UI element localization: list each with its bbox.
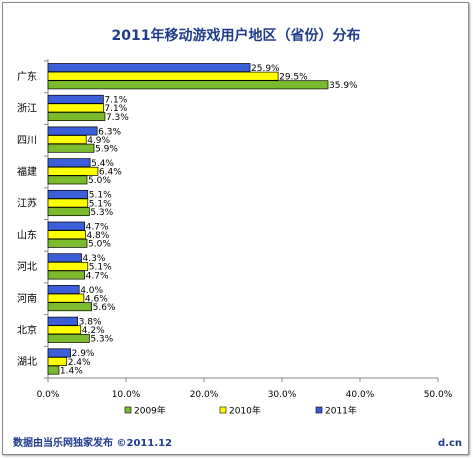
bar [47, 261, 89, 271]
legend: 2009年 2010年 2011年 [124, 405, 357, 417]
bar [47, 143, 95, 153]
legend-label: 2009年 [134, 405, 166, 417]
x-tick-label: 50.0% [424, 390, 453, 400]
data-label: 6.3% [98, 127, 121, 137]
category-label: 河北 [17, 261, 37, 273]
category-label: 四川 [17, 135, 37, 146]
bar [47, 175, 88, 185]
bar [47, 221, 86, 231]
data-label: 2.4% [68, 358, 91, 368]
bar [47, 325, 82, 335]
bar [47, 357, 68, 366]
category-label: 福建 [17, 165, 37, 178]
data-label: 4.9% [87, 136, 110, 146]
data-label: 6.4% [99, 168, 122, 178]
bar [47, 253, 82, 263]
bar [47, 135, 87, 145]
data-label: 29.5% [279, 73, 308, 83]
data-label: 35.9% [329, 81, 358, 91]
bar [47, 94, 104, 104]
x-tick-label: 30.0% [268, 390, 297, 400]
data-label: 4.7% [86, 222, 109, 232]
data-label: 7.3% [106, 113, 129, 123]
category-label: 北京 [17, 324, 37, 337]
bar [47, 126, 98, 136]
data-label: 7.1% [104, 96, 127, 106]
bar [47, 198, 89, 208]
data-label: 5.0% [88, 176, 111, 186]
chart-title: 2011年移动游戏用户地区（省份）分布 [112, 27, 361, 44]
data-label: 25.9% [251, 64, 280, 74]
category-label: 浙江 [17, 103, 37, 115]
bar [47, 103, 104, 113]
category-label: 湖北 [17, 356, 37, 368]
data-label: 4.0% [80, 286, 103, 296]
data-label: 4.8% [86, 231, 109, 241]
category-label: 江苏 [17, 197, 37, 210]
data-label: 5.6% [93, 303, 116, 313]
bar [47, 365, 60, 375]
data-label: 2.9% [72, 349, 95, 359]
bar [47, 207, 90, 217]
legend-swatch [219, 406, 227, 414]
footer-source: 数据由当乐网独家发布 ©2011.12 [13, 436, 172, 449]
data-label: 5.4% [91, 159, 114, 169]
chart-frame: 2011年移动游戏用户地区（省份）分布 0.0% 10.0% 20.0% 30.0% 4… [2, 2, 469, 455]
bar [47, 230, 86, 240]
bar [47, 293, 85, 303]
data-label: 4.6% [85, 294, 108, 304]
legend-swatch [124, 406, 132, 414]
bar [47, 80, 329, 90]
bar [47, 63, 251, 73]
legend-swatch [315, 406, 323, 414]
data-label: 3.8% [79, 318, 102, 328]
bar [47, 158, 91, 168]
legend-label: 2011年 [325, 405, 357, 417]
bar [47, 302, 93, 312]
bar [47, 166, 99, 176]
bar [47, 189, 89, 199]
bar [47, 112, 106, 121]
data-label: 5.3% [90, 335, 113, 345]
data-label: 7.1% [104, 104, 127, 114]
plot-area: 0.0% 10.0% 20.0% 30.0% 40.0% 50.0% 广东 25.9%29.5… [17, 59, 453, 400]
bar [47, 238, 88, 248]
bar-chart: 2011年移动游戏用户地区（省份）分布 0.0% 10.0% 20.0% 30.0% 4… [13, 27, 462, 449]
category-label: 河南 [17, 292, 37, 305]
data-label: 5.9% [95, 145, 118, 155]
data-label: 5.1% [89, 191, 112, 201]
category-label: 广东 [17, 70, 37, 83]
data-label: 1.4% [60, 366, 83, 376]
x-tick-label: 40.0% [346, 390, 375, 400]
data-label: 4.3% [83, 254, 106, 264]
data-label: 5.0% [88, 240, 111, 250]
data-label: 5.3% [90, 208, 113, 218]
data-label: 4.2% [82, 326, 105, 336]
legend-label: 2010年 [229, 405, 261, 417]
data-label: 4.7% [86, 271, 109, 281]
footer-site: d.cn [438, 438, 462, 449]
category-label: 山东 [17, 228, 37, 241]
bar [47, 316, 78, 326]
bar [47, 285, 80, 294]
x-tick-label: 10.0% [112, 390, 141, 400]
data-label: 5.1% [89, 199, 112, 209]
bar [47, 270, 86, 280]
x-tick-label: 20.0% [190, 390, 219, 400]
x-tick-label: 0.0% [37, 390, 60, 400]
bar [47, 71, 279, 81]
bar [47, 348, 71, 358]
bar [47, 333, 90, 343]
data-label: 5.1% [89, 263, 112, 273]
